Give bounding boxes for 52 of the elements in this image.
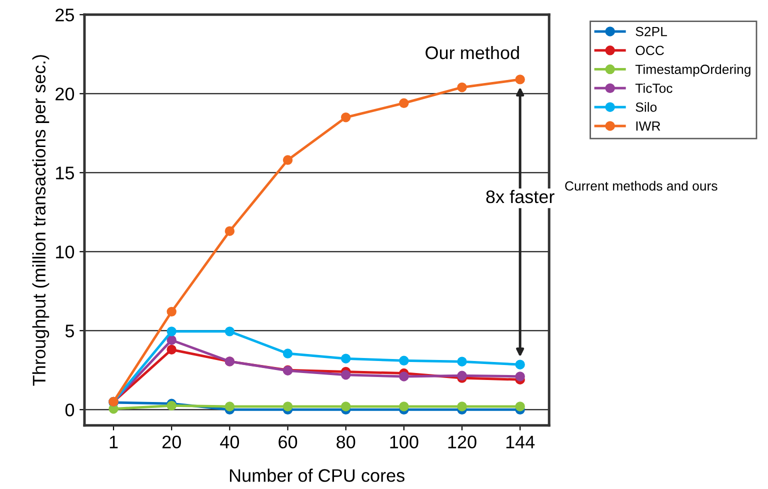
y-tick-label: 25 (56, 8, 74, 22)
legend-label: TicToc (635, 83, 672, 93)
point (166, 335, 176, 345)
x-tick-label: 80 (336, 436, 356, 448)
annotation: 8x faster (486, 190, 554, 204)
y-tick-label: 5 (65, 324, 74, 338)
legend-label: OCC (636, 46, 664, 56)
point (457, 402, 467, 412)
legend-label: IWR (636, 122, 660, 131)
point (399, 402, 409, 412)
point (515, 402, 525, 412)
legend-label: Silo (636, 102, 657, 112)
x-tick-label: 120 (448, 436, 476, 448)
point (282, 402, 293, 412)
y-tick-label: 10 (56, 246, 74, 258)
point (399, 98, 409, 108)
legend-label: TimestampOrdering (635, 64, 750, 77)
y-tick-label: 20 (56, 88, 74, 100)
point (340, 354, 351, 364)
y-axis-title: Throughput (million transactions per sec.) (32, 55, 50, 386)
x-tick-label: 20 (162, 436, 181, 448)
point (340, 402, 351, 412)
point (457, 370, 467, 381)
x-tick-label: 144 (506, 436, 535, 448)
x-tick-label: 1 (110, 436, 118, 448)
point (457, 356, 467, 366)
point (340, 370, 351, 380)
point (515, 74, 525, 84)
point (399, 356, 409, 366)
point (515, 360, 525, 370)
point (282, 348, 293, 358)
y-tick-label: 0 (65, 404, 74, 416)
legend-label: S2PL (636, 26, 667, 36)
x-tick-label: 100 (390, 436, 418, 448)
point (224, 402, 235, 412)
point (457, 82, 467, 92)
point (340, 112, 351, 122)
point (224, 326, 235, 336)
point (166, 344, 176, 354)
point (166, 400, 176, 411)
point (515, 372, 525, 382)
y-tick-label: 15 (56, 166, 74, 180)
x-axis-title: Number of CPU cores (230, 468, 404, 482)
text: Current methods and ours (565, 180, 718, 191)
point (166, 326, 176, 336)
point (282, 155, 293, 165)
point (399, 372, 409, 382)
point (224, 226, 235, 236)
x-tick-label: 40 (220, 436, 240, 448)
x-tick-label: 60 (278, 436, 298, 448)
annotation: Our method (426, 46, 519, 60)
point (166, 306, 176, 317)
